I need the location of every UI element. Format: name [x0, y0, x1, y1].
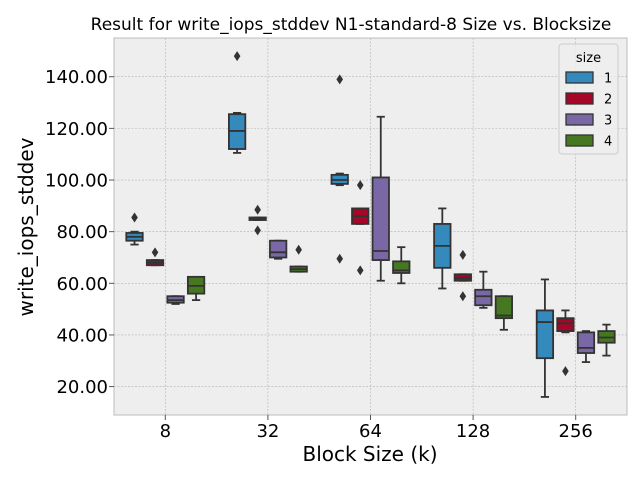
box-body [535, 309, 555, 360]
x-tick-label: 32 [256, 421, 279, 442]
legend-swatch-3 [565, 113, 594, 126]
outlier-point [459, 291, 467, 302]
outlier-point [356, 180, 364, 191]
x-axis-ticks: 8 32 64 128 256 [160, 415, 593, 442]
box-body [556, 317, 575, 332]
box-series-4-blocksize-8 [186, 275, 206, 301]
legend-label-3: 3 [604, 114, 612, 129]
box-body [494, 295, 513, 320]
y-tick-label: 60.00 [56, 274, 108, 295]
outlier-point [562, 366, 569, 377]
box-series-2-blocksize-32 [248, 204, 267, 236]
legend-swatch-4 [565, 134, 594, 147]
box-body [576, 331, 596, 354]
outlier-point [254, 204, 261, 215]
box-series-4-blocksize-64 [392, 246, 411, 285]
y-axis-ticks: 20.00 40.00 60.00 80.00 100.00 120.00 140.00 [45, 67, 114, 398]
box-series-1-blocksize-256 [535, 278, 555, 398]
legend-label-4: 4 [604, 135, 612, 150]
legend-title: size [576, 51, 601, 66]
y-tick-label: 80.00 [56, 222, 108, 243]
outlier-point [254, 225, 261, 236]
box-series-4-blocksize-128 [494, 295, 513, 331]
x-tick-label: 64 [359, 421, 382, 442]
box-series-1-blocksize-128 [433, 207, 452, 290]
box-series-1-blocksize-32 [228, 51, 247, 154]
box-series-1-blocksize-8 [125, 212, 144, 246]
x-axis-label: Block Size (k) [302, 442, 437, 466]
chart-title: Result for write_iops_stddev N1-standard… [91, 15, 612, 35]
box-series-3-blocksize-32 [269, 239, 288, 260]
x-tick-label: 128 [456, 421, 490, 442]
outlier-point [131, 212, 138, 223]
box-body [392, 260, 411, 274]
box-series-3-blocksize-8 [166, 295, 185, 305]
outlier-point [233, 51, 241, 62]
box-body [371, 176, 390, 261]
box-series-2-blocksize-64 [351, 180, 370, 276]
box-series-2-blocksize-256 [556, 309, 575, 377]
box-series-2-blocksize-8 [145, 247, 165, 267]
box-series-4-blocksize-32 [289, 244, 308, 273]
legend-label-1: 1 [604, 72, 612, 87]
box-series-2-blocksize-128 [453, 249, 472, 302]
x-tick-label: 8 [160, 421, 171, 442]
box-layer [125, 51, 616, 398]
box-series-1-blocksize-64 [330, 74, 349, 264]
legend: size 1 2 3 4 [558, 43, 619, 155]
y-tick-label: 100.00 [45, 171, 108, 192]
outlier-point [151, 247, 159, 258]
outlier-point [459, 249, 467, 260]
legend-swatch-2 [565, 92, 594, 105]
box-series-3-blocksize-64 [371, 115, 390, 282]
box-series-3-blocksize-256 [576, 330, 596, 363]
legend-items: 1 2 3 4 [565, 71, 612, 150]
box-series-3-blocksize-128 [474, 270, 493, 309]
outlier-point [336, 74, 344, 85]
y-tick-label: 20.00 [56, 377, 108, 398]
x-tick-label: 256 [559, 421, 593, 442]
outlier-point [356, 265, 364, 276]
y-tick-label: 40.00 [56, 325, 108, 346]
outlier-point [336, 253, 344, 264]
legend-swatch-1 [565, 71, 594, 84]
y-axis-label: write_iops_stddev [14, 137, 38, 316]
box-body [474, 288, 493, 307]
box-body [269, 239, 288, 259]
y-tick-label: 140.00 [45, 67, 108, 88]
box-series-4-blocksize-256 [597, 323, 616, 357]
outlier-point [295, 244, 302, 255]
y-tick-label: 120.00 [45, 119, 108, 140]
legend-label-2: 2 [604, 93, 612, 108]
